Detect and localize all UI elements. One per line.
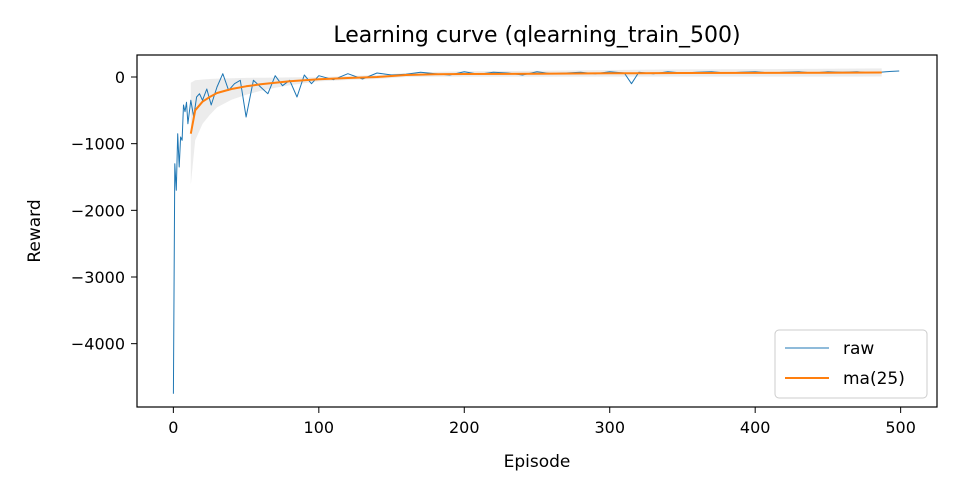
axis-ticks: 0 100 200 300 400 500 0 −1000 −2000 −3000 −4000 xyxy=(71,68,916,437)
plot-area xyxy=(172,68,900,394)
legend: raw ma(25) xyxy=(774,329,928,399)
x-tick-label: 100 xyxy=(304,418,335,437)
x-tick-label: 0 xyxy=(168,418,178,437)
ma-series-line xyxy=(189,71,882,134)
chart-title: Learning curve (qlearning_train_500) xyxy=(333,23,740,48)
y-tick-label: −3000 xyxy=(71,268,125,287)
y-axis-label: Reward xyxy=(25,199,45,262)
x-tick-label: 300 xyxy=(594,418,625,437)
x-tick-label: 400 xyxy=(740,418,771,437)
x-axis-label: Episode xyxy=(504,452,571,472)
y-tick-label: −4000 xyxy=(71,335,125,354)
axes-frame xyxy=(136,54,938,408)
legend-ma-label: ma(25) xyxy=(843,369,905,389)
legend-raw-label: raw xyxy=(843,339,874,359)
legend-box xyxy=(774,329,928,399)
y-tick-label: 0 xyxy=(115,68,125,87)
x-tick-label: 500 xyxy=(885,418,916,437)
y-tick-label: −1000 xyxy=(71,135,125,154)
x-tick-label: 200 xyxy=(449,418,480,437)
y-tick-label: −2000 xyxy=(71,201,125,220)
ma-variability-band xyxy=(190,68,882,185)
